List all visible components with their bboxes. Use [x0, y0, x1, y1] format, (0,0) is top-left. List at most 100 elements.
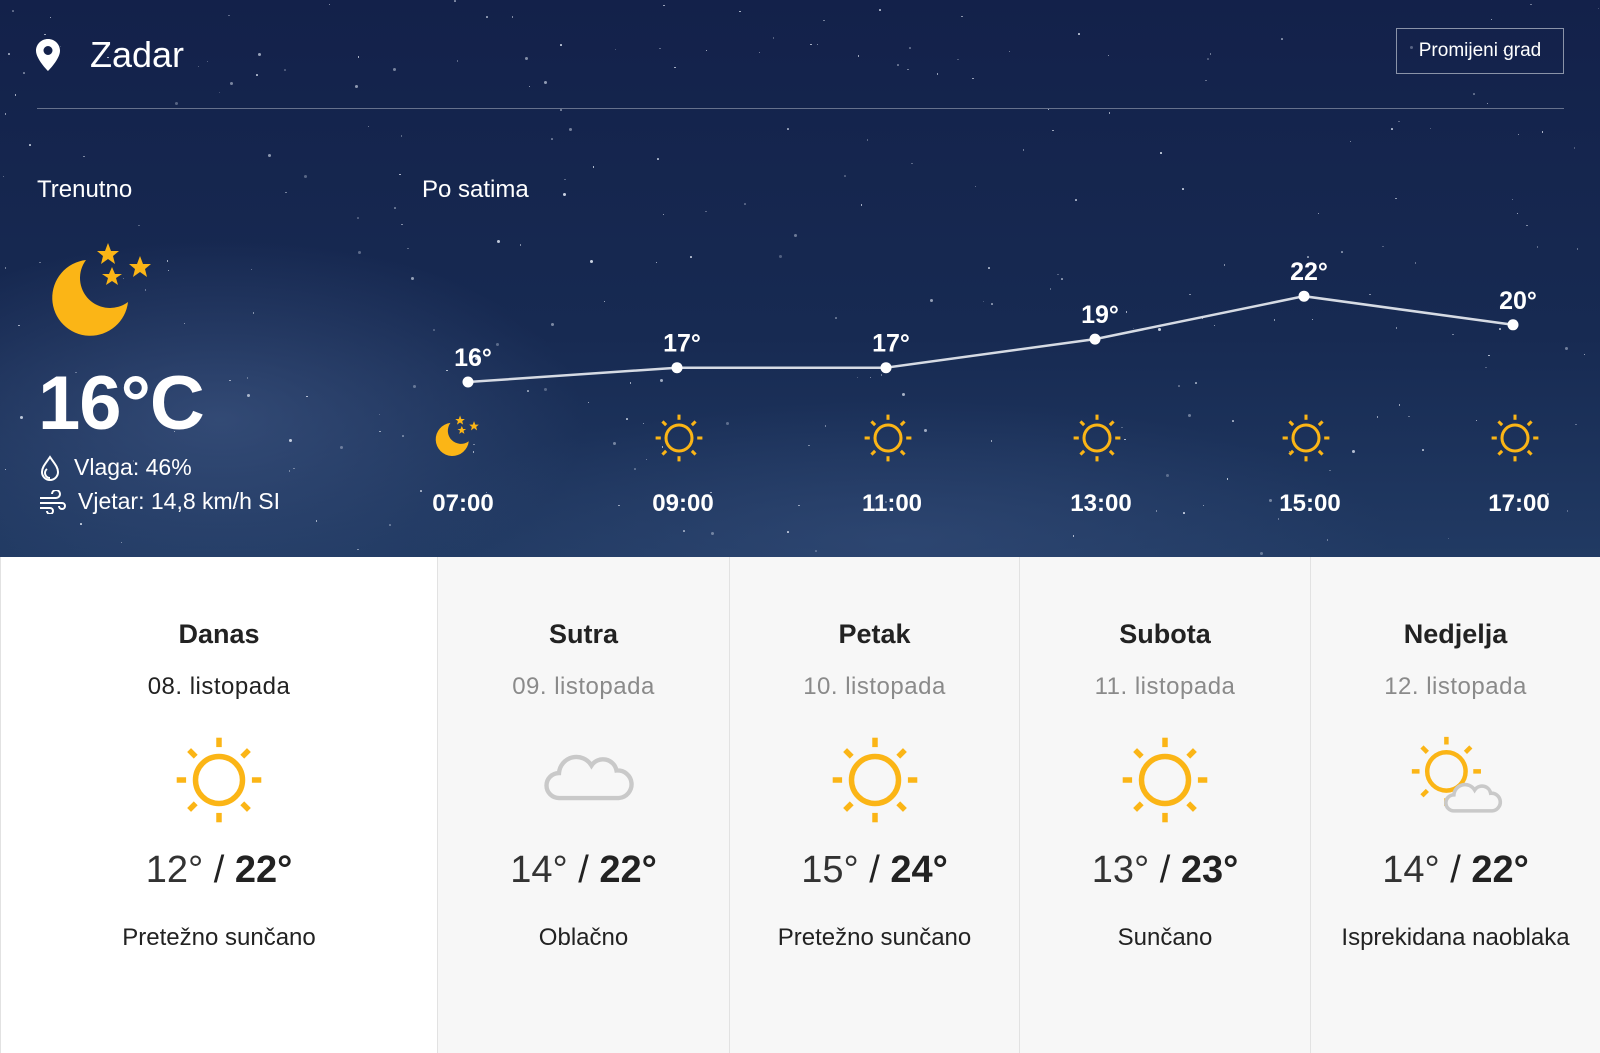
- change-city-button[interactable]: Promijeni grad: [1396, 28, 1564, 74]
- star: [655, 261, 658, 264]
- star: [590, 260, 594, 264]
- low-temp: 15°: [801, 849, 859, 891]
- star: [1547, 493, 1549, 495]
- temperature-label: 16°: [454, 344, 492, 372]
- day-temperature-range: 13° / 23°: [1091, 849, 1239, 891]
- star: [454, 0, 456, 2]
- star: [250, 268, 252, 271]
- star: [293, 467, 295, 470]
- humidity: Vlaga: 46%: [38, 454, 192, 481]
- star: [1075, 199, 1077, 201]
- star: [1395, 197, 1397, 200]
- star: [683, 530, 685, 532]
- star: [475, 357, 479, 361]
- star: [1281, 38, 1283, 40]
- star: [433, 329, 435, 331]
- star: [379, 430, 381, 433]
- star: [551, 138, 553, 140]
- starry-background: [2, 0, 1600, 556]
- star: [772, 37, 775, 39]
- star: [107, 56, 109, 59]
- star: [1277, 518, 1280, 520]
- star: [446, 192, 448, 194]
- sun-icon: [1280, 412, 1340, 472]
- star: [525, 56, 528, 60]
- star: [1132, 327, 1135, 330]
- sun-icon: [172, 733, 266, 832]
- star: [167, 269, 170, 272]
- day-card-danas[interactable]: Danas 08. listopada 12° / 22° Pretežno s…: [0, 557, 437, 1053]
- star: [2, 175, 5, 178]
- star: [823, 19, 825, 22]
- star: [159, 49, 161, 51]
- star: [122, 277, 125, 280]
- star: [924, 428, 928, 432]
- weather-hero: Zadar Promijeni grad Trenutno Po satima …: [0, 0, 1600, 557]
- star: [1022, 149, 1025, 151]
- day-card-sutra[interactable]: Sutra 09. listopada 14° / 22° Oblačno: [437, 557, 729, 1053]
- star: [1414, 262, 1417, 264]
- star: [144, 289, 147, 291]
- star: [1209, 53, 1212, 55]
- temperature-label: 22°: [1290, 258, 1328, 286]
- day-card-petak[interactable]: Petak 10. listopada 15° / 24° Pretežno s…: [729, 557, 1019, 1053]
- star: [29, 144, 31, 146]
- star: [1536, 246, 1539, 248]
- day-card-subota[interactable]: Subota 11. listopada 13° / 23° Sunčano: [1019, 557, 1310, 1053]
- star: [1349, 140, 1352, 142]
- star: [472, 451, 475, 453]
- star: [1575, 423, 1577, 425]
- star: [413, 384, 417, 388]
- star: [657, 158, 659, 160]
- star: [206, 60, 209, 63]
- star: [1541, 131, 1544, 133]
- star: [173, 430, 176, 433]
- star: [1189, 293, 1191, 296]
- day-condition: Oblačno: [538, 924, 629, 951]
- star: [8, 53, 10, 55]
- star: [258, 52, 262, 56]
- sun-cloud-icon: [1408, 733, 1504, 834]
- star: [866, 139, 869, 141]
- star: [787, 531, 789, 533]
- star: [1223, 264, 1226, 266]
- star: [974, 185, 977, 188]
- day-name: Danas: [178, 619, 260, 649]
- star: [869, 376, 872, 379]
- star: [1160, 152, 1162, 154]
- star: [285, 191, 287, 194]
- divider: [37, 108, 1564, 109]
- current-temperature: 16°C: [38, 361, 205, 446]
- star: [399, 173, 401, 176]
- high-temp: 22°: [234, 849, 293, 891]
- star: [1566, 510, 1569, 512]
- day-name: Nedjelja: [1403, 619, 1508, 649]
- star: [856, 376, 859, 379]
- star: [779, 255, 783, 259]
- star: [930, 299, 934, 303]
- star: [1205, 79, 1207, 82]
- star: [138, 224, 140, 227]
- star: [909, 47, 911, 49]
- star: [14, 94, 17, 96]
- star: [1178, 385, 1180, 387]
- star: [246, 377, 249, 379]
- star: [991, 303, 993, 305]
- star: [400, 135, 403, 137]
- star: [603, 300, 606, 303]
- star: [256, 74, 258, 76]
- star: [44, 33, 46, 36]
- temperature-label: 17°: [872, 330, 910, 358]
- day-card-nedjelja[interactable]: Nedjelja 12. listopada 14° / 22° Ispreki…: [1310, 557, 1600, 1053]
- star: [1078, 33, 1080, 35]
- star: [1475, 419, 1478, 422]
- star: [12, 10, 14, 12]
- hour-time: 13:00: [1070, 490, 1132, 517]
- star: [739, 10, 741, 13]
- star: [289, 438, 293, 442]
- day-temperature-range: 12° / 22°: [145, 849, 293, 891]
- star: [1155, 510, 1158, 512]
- temperature-point: [1089, 333, 1101, 345]
- star: [569, 128, 573, 132]
- star: [39, 261, 41, 264]
